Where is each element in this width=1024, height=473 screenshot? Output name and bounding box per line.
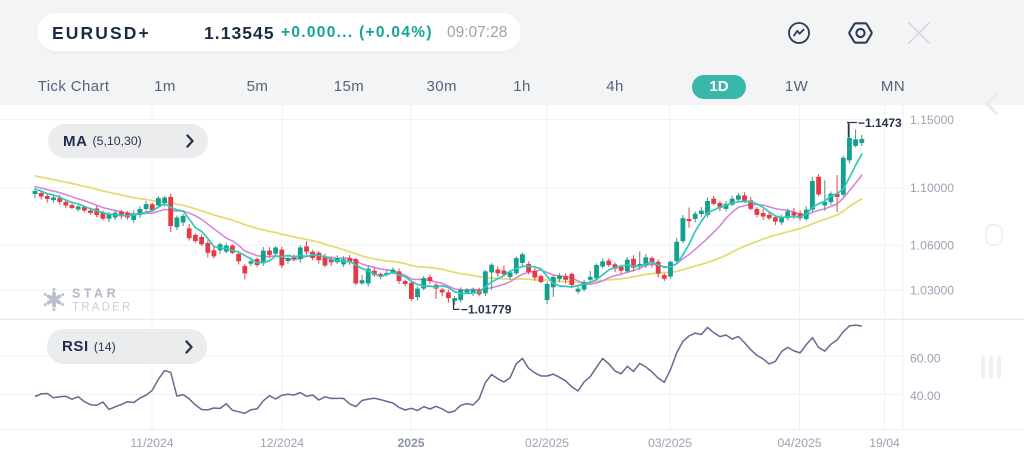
svg-text:TRADER: TRADER [72, 302, 132, 314]
svg-text:04/2025: 04/2025 [777, 436, 821, 450]
svg-text:1.15000: 1.15000 [910, 113, 954, 127]
svg-text:12/2024: 12/2024 [260, 436, 304, 450]
svg-text:1.03000: 1.03000 [910, 284, 954, 298]
svg-text:−1.01779: −1.01779 [461, 303, 512, 317]
svg-text:03/2025: 03/2025 [648, 436, 692, 450]
svg-text:1.06000: 1.06000 [910, 239, 954, 253]
svg-text:−1.1473: −1.1473 [858, 116, 902, 130]
svg-text:2025: 2025 [397, 436, 424, 450]
svg-text:19/04: 19/04 [869, 436, 900, 450]
svg-text:11/2024: 11/2024 [130, 436, 173, 450]
svg-text:60.00: 60.00 [910, 351, 941, 365]
svg-text:02/2025: 02/2025 [525, 436, 569, 450]
svg-text:STAR: STAR [72, 287, 119, 301]
svg-text:40.00: 40.00 [910, 389, 941, 403]
svg-text:1.10000: 1.10000 [910, 181, 954, 195]
